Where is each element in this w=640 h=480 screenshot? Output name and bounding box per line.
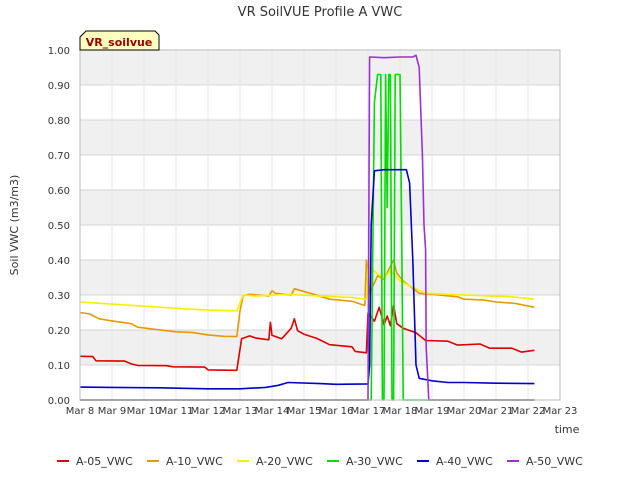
x-tick-label: Mar 9 (98, 406, 126, 417)
x-axis-label: time (555, 423, 580, 436)
series-lines (79, 54, 535, 401)
x-tick-label: Mar 16 (319, 406, 354, 417)
x-tick-label: Mar 10 (127, 406, 162, 417)
plot-frame (79, 49, 561, 401)
y-tick-label: 0.10 (48, 361, 70, 372)
vertical-gridlines (79, 50, 561, 400)
plot-band (80, 50, 560, 85)
legend-item: A-40_VWC (417, 455, 493, 468)
plot-band (80, 190, 560, 225)
legend-label: A-30_VWC (346, 455, 403, 468)
y-tick-label: 0.20 (48, 326, 70, 337)
series-line-a-50-vwc (80, 54, 535, 401)
legend-item: A-50_VWC (507, 455, 583, 468)
badge-shape (79, 30, 160, 51)
y-tick-label: 0.50 (48, 221, 70, 232)
y-tick-label: 0.60 (48, 186, 70, 197)
chart-title: VR SoilVUE Profile A VWC (238, 5, 403, 20)
y-axis-label: Soil VWC (m3/m3) (8, 175, 21, 276)
x-tick-label: Mar 14 (255, 406, 290, 417)
legend-label: A-50_VWC (526, 455, 583, 468)
y-tick-label: 0.90 (48, 81, 70, 92)
x-tick-label: Mar 20 (447, 406, 482, 417)
plot-band (80, 260, 560, 295)
x-tick-label: Mar 12 (191, 406, 226, 417)
x-tick-label: Mar 19 (415, 406, 450, 417)
y-axis-tick-labels: 0.00 0.10 0.20 0.30 0.40 0.50 0.60 0.70 0.80 0.90… (48, 46, 70, 407)
y-tick-label: 0.00 (48, 396, 70, 407)
y-tick-label: 0.40 (48, 256, 70, 267)
legend-item: A-30_VWC (327, 455, 403, 468)
series-line-a-05-vwc (79, 304, 535, 372)
x-tick-label: Mar 13 (223, 406, 258, 417)
y-tick-label: 0.80 (48, 116, 70, 127)
x-tick-label: Mar 21 (479, 406, 514, 417)
x-tick-label: Mar 11 (159, 406, 194, 417)
legend: A-05_VWC A-10_VWC A-20_VWC A-30_VWC A-40_VWC… (57, 455, 583, 468)
legend-label: A-10_VWC (166, 455, 223, 468)
plot-band (80, 330, 560, 365)
series-line-a-40-vwc (79, 168, 535, 390)
badge-label: VR_soilvue (86, 36, 153, 49)
legend-item: A-10_VWC (147, 455, 223, 468)
legend-label: A-40_VWC (436, 455, 493, 468)
legend-item: A-05_VWC (57, 455, 133, 468)
series-line-a-30-vwc (80, 73, 535, 401)
plot-bands (80, 50, 560, 365)
x-tick-label: Mar 15 (287, 406, 322, 417)
x-tick-label: Mar 23 (543, 406, 578, 417)
x-tick-label: Mar 22 (511, 406, 546, 417)
x-tick-label: Mar 18 (383, 406, 418, 417)
y-tick-label: 0.30 (48, 291, 70, 302)
y-tick-label: 1.00 (48, 46, 70, 57)
site-badge: VR_soilvue (79, 30, 160, 51)
plot-band (80, 120, 560, 155)
x-tick-label: Mar 17 (351, 406, 386, 417)
y-tick-label: 0.70 (48, 151, 70, 162)
x-tick-label: Mar 8 (66, 406, 94, 417)
legend-label: A-05_VWC (76, 455, 133, 468)
legend-label: A-20_VWC (256, 455, 313, 468)
legend-item: A-20_VWC (237, 455, 313, 468)
